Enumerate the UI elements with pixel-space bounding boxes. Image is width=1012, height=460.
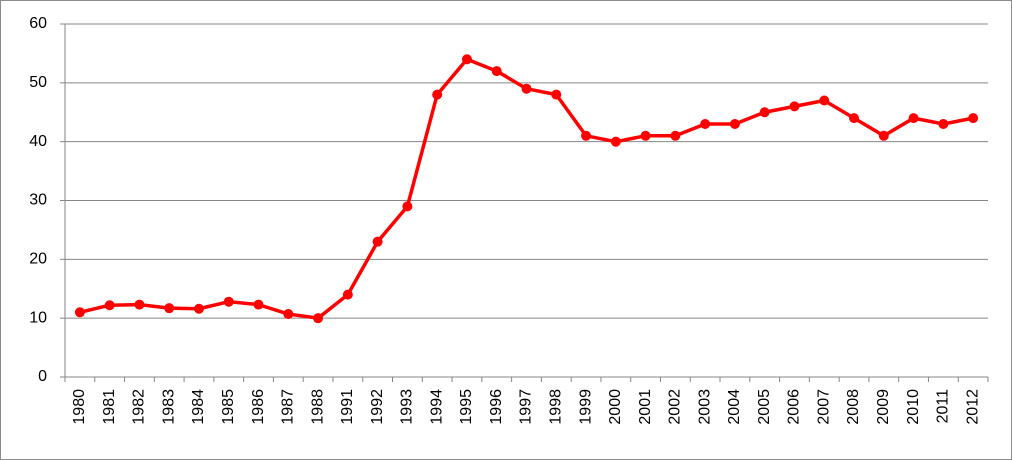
x-tick-label: 1987 <box>280 389 297 425</box>
data-point <box>938 119 949 130</box>
x-tick-label: 2005 <box>756 389 773 425</box>
data-point <box>610 136 621 147</box>
data-point <box>968 113 979 124</box>
x-tick-label: 1997 <box>518 389 535 425</box>
y-tick-label: 40 <box>29 133 47 150</box>
x-tick-label: 1993 <box>399 389 416 425</box>
data-point <box>313 313 324 324</box>
data-point <box>164 303 175 314</box>
data-point <box>551 89 562 100</box>
x-tick-label: 2008 <box>845 389 862 425</box>
y-tick-label: 0 <box>38 368 47 385</box>
data-point <box>223 296 234 307</box>
x-tick-label: 2010 <box>905 389 922 425</box>
x-tick-label: 2009 <box>875 389 892 425</box>
data-point <box>849 113 860 124</box>
data-point <box>521 83 532 94</box>
x-tick-label: 1992 <box>369 389 386 425</box>
data-point <box>581 130 592 141</box>
data-point <box>193 303 204 314</box>
x-tick-label: 2000 <box>607 389 624 425</box>
y-tick-label: 20 <box>29 251 47 268</box>
x-tick-label: 1988 <box>309 389 326 425</box>
x-tick-label: 2002 <box>667 389 684 425</box>
y-tick-label: 50 <box>29 74 47 91</box>
data-point <box>432 89 443 100</box>
data-point <box>729 119 740 130</box>
data-point <box>283 309 294 320</box>
x-tick-label: 1999 <box>577 389 594 425</box>
data-point <box>819 95 830 106</box>
data-point <box>700 119 711 130</box>
data-point <box>759 107 770 118</box>
data-point <box>640 130 651 141</box>
data-point <box>461 54 472 65</box>
data-point <box>789 101 800 112</box>
y-tick-label: 60 <box>29 15 47 32</box>
x-tick-label: 1981 <box>101 389 118 425</box>
x-tick-label: 2007 <box>815 389 832 425</box>
x-tick-label: 1980 <box>71 389 88 425</box>
x-tick-label: 1991 <box>339 389 356 425</box>
data-point <box>670 130 681 141</box>
x-tick-label: 1994 <box>428 389 445 425</box>
x-tick-label: 2001 <box>637 389 654 425</box>
x-tick-label: 2011 <box>935 389 952 424</box>
x-tick-label: 2003 <box>696 389 713 425</box>
x-tick-label: 1982 <box>131 389 148 425</box>
x-tick-label: 2012 <box>964 389 981 425</box>
data-point <box>402 201 413 212</box>
x-tick-label: 1984 <box>190 389 207 425</box>
data-point <box>104 300 115 311</box>
data-point <box>878 130 889 141</box>
data-point <box>253 299 264 310</box>
data-point <box>134 299 145 310</box>
data-point <box>342 289 353 300</box>
y-tick-label: 10 <box>29 309 47 326</box>
data-point <box>908 113 919 124</box>
x-tick-label: 2006 <box>786 389 803 425</box>
data-point <box>74 307 85 318</box>
data-point <box>372 236 383 247</box>
x-tick-label: 1998 <box>547 389 564 425</box>
data-point <box>491 66 502 77</box>
x-tick-label: 1996 <box>488 389 505 425</box>
y-tick-label: 30 <box>29 192 47 209</box>
x-tick-label: 1986 <box>250 389 267 425</box>
x-tick-label: 1983 <box>160 389 177 425</box>
x-tick-label: 1985 <box>220 389 237 425</box>
x-tick-label: 1995 <box>458 389 475 425</box>
x-tick-label: 2004 <box>726 389 743 425</box>
